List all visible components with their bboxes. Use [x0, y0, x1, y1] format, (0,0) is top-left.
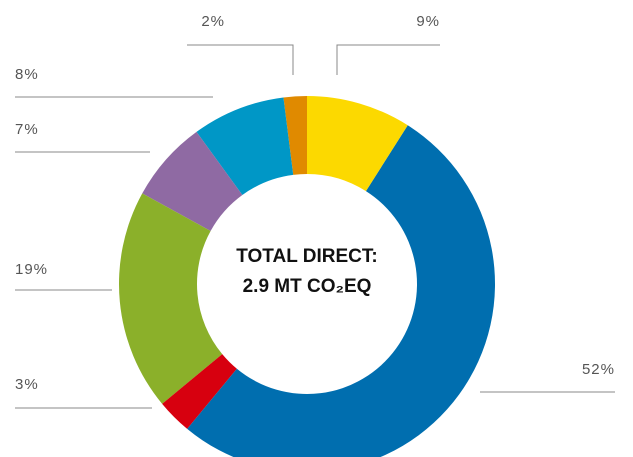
- value-label: 7%: [15, 121, 39, 138]
- donut-segment: [187, 125, 495, 457]
- donut-segment: [142, 131, 243, 232]
- center-text: TOTAL DIRECT:: [236, 246, 377, 267]
- leader-line: [336, 44, 440, 75]
- value-label: 19%: [15, 261, 48, 278]
- value-label: 52%: [582, 361, 615, 378]
- donut-segment: [283, 96, 307, 175]
- center-text: 2.9 MT CO₂EQ: [243, 276, 372, 297]
- donut-segment: [307, 96, 408, 192]
- donut-segment: [196, 97, 294, 196]
- value-label: 9%: [416, 13, 440, 30]
- donut-segment: [162, 354, 237, 429]
- value-label: 3%: [15, 376, 39, 393]
- donut-segment: [119, 193, 223, 404]
- value-label: 8%: [15, 66, 39, 83]
- value-label: 2%: [201, 13, 225, 30]
- leader-line: [187, 44, 294, 75]
